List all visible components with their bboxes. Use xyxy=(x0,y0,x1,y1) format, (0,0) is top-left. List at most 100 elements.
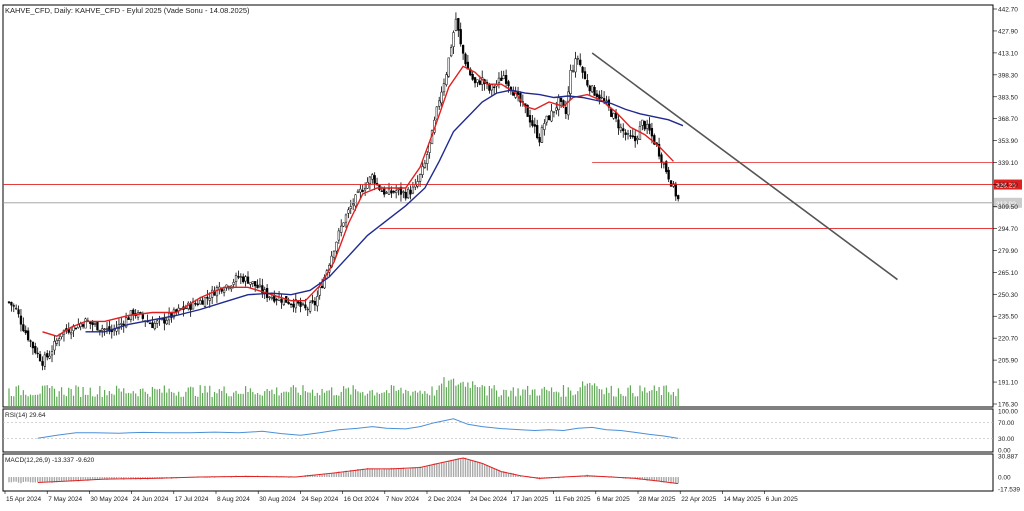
candle xyxy=(541,125,543,143)
macd-bar xyxy=(32,477,33,482)
candle-body xyxy=(479,81,481,85)
volume-bar xyxy=(436,390,437,407)
candle-body xyxy=(426,154,428,163)
candle-body xyxy=(391,191,393,193)
candle-body xyxy=(58,339,60,341)
candle-body xyxy=(22,325,24,331)
volume-bar xyxy=(374,395,375,407)
volume-bar xyxy=(486,396,487,407)
macd-bar xyxy=(489,467,490,477)
candle-body xyxy=(627,133,629,134)
candle xyxy=(598,91,600,105)
candle-body xyxy=(288,302,290,304)
volume-bar xyxy=(176,396,177,407)
volume-bar xyxy=(278,395,279,407)
volume-bar xyxy=(560,397,561,407)
volume-bar xyxy=(188,388,189,407)
candle xyxy=(245,275,247,286)
volume-bar xyxy=(312,390,313,407)
volume-bar xyxy=(670,395,671,407)
volume-bar xyxy=(482,385,483,407)
candle-body xyxy=(601,97,603,98)
candle xyxy=(218,282,220,294)
macd-bar xyxy=(125,477,126,478)
volume-bar xyxy=(405,390,406,407)
volume-bar xyxy=(271,390,272,407)
volume-bar xyxy=(82,387,83,407)
volume-bar xyxy=(66,396,67,407)
candle-body xyxy=(304,305,306,308)
macd-bar xyxy=(75,477,76,480)
candle xyxy=(99,330,101,336)
candle xyxy=(257,279,259,288)
volume-bar xyxy=(365,396,366,407)
volume-bar xyxy=(379,394,380,407)
candle xyxy=(166,318,168,325)
volume-bar xyxy=(39,394,40,407)
volume-bar xyxy=(477,387,478,407)
volume-bar xyxy=(410,396,411,407)
candle-body xyxy=(462,45,464,53)
candle xyxy=(438,97,440,110)
candle-body xyxy=(610,109,612,117)
volume-bar xyxy=(317,393,318,407)
candle-body xyxy=(412,187,414,193)
candle xyxy=(39,351,41,362)
x-tick-label: 24 Dec 2024 xyxy=(470,496,507,503)
volume-bar xyxy=(446,387,447,407)
rsi-panel-frame xyxy=(3,409,993,452)
candle xyxy=(426,151,428,171)
macd-bar xyxy=(436,463,437,477)
volume-bar xyxy=(247,392,248,407)
y-tick-label: 353.90 xyxy=(998,138,1018,145)
volume-bar xyxy=(149,397,150,407)
candle-body xyxy=(142,315,144,319)
candle-body xyxy=(402,192,404,193)
volume-bar xyxy=(623,396,624,407)
macd-bar xyxy=(360,470,361,477)
candle-body xyxy=(541,127,543,142)
candle xyxy=(622,123,624,138)
candle xyxy=(352,198,354,210)
volume-bar xyxy=(587,384,588,407)
volume-bar xyxy=(434,396,435,407)
candle-body xyxy=(242,277,244,282)
candle-body xyxy=(340,226,342,232)
candle-body xyxy=(307,309,309,310)
volume-bar xyxy=(224,386,225,407)
macd-bar xyxy=(66,477,67,480)
candle xyxy=(395,185,397,198)
volume-bar xyxy=(71,389,72,407)
volume-bar xyxy=(360,393,361,407)
candle xyxy=(273,291,275,304)
volume-bar xyxy=(54,389,55,407)
volume-bar xyxy=(90,388,91,407)
candle-body xyxy=(584,72,586,79)
volume-bar xyxy=(269,391,270,407)
volume-bar xyxy=(668,392,669,407)
y-tick-label: 339.10 xyxy=(998,160,1018,167)
volume-bar xyxy=(140,389,141,407)
macd-bar xyxy=(405,469,406,477)
x-tick-label: 30 May 2024 xyxy=(90,496,128,503)
candle-body xyxy=(532,121,534,126)
volume-bar xyxy=(281,393,282,407)
volume-bar xyxy=(147,394,148,407)
candle-body xyxy=(333,251,335,258)
volume-bar xyxy=(214,392,215,407)
candle-body xyxy=(630,136,632,137)
candle xyxy=(130,310,132,322)
volume-bar xyxy=(78,387,79,407)
candle xyxy=(171,312,173,323)
candle-body xyxy=(249,283,251,285)
volume-bar xyxy=(68,388,69,407)
candle-body xyxy=(529,115,531,122)
candle xyxy=(553,112,555,118)
candle-body xyxy=(417,181,419,186)
volume-bar xyxy=(522,389,523,407)
candle-body xyxy=(128,318,130,320)
x-tick-label: 16 Oct 2024 xyxy=(344,496,380,503)
volume-bar xyxy=(63,395,64,407)
candle-body xyxy=(245,277,247,281)
candle xyxy=(85,318,87,328)
